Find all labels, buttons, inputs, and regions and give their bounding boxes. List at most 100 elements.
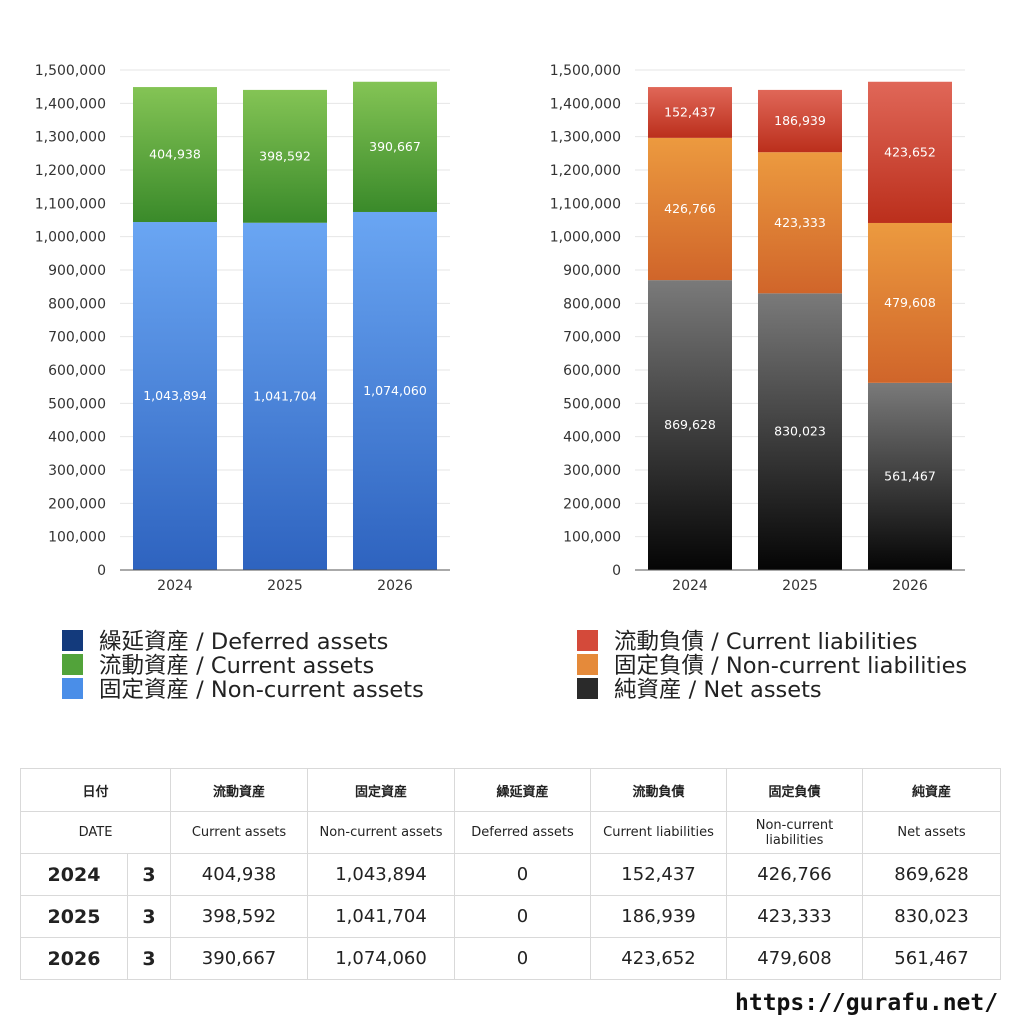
value-cell: 869,628 (862, 853, 1002, 896)
y-tick-label: 800,000 (48, 296, 106, 312)
bar-segment (648, 87, 732, 138)
y-tick-label: 1,200,000 (35, 163, 106, 179)
legend-item-net-assets: 純資産 / Net assets (577, 676, 967, 703)
legend-label: 流動負債 / Current liabilities (614, 629, 918, 655)
table-header-cell: 繰延資産 (454, 768, 592, 812)
value-cell: 1,041,704 (307, 895, 456, 938)
data-label: 561,467 (884, 468, 936, 483)
y-tick-label: 600,000 (48, 363, 106, 379)
liabilities-legend: 流動負債 / Current liabilities 固定負債 / Non-cu… (577, 628, 968, 703)
legend-label: 固定負債 / Non-current liabilities (614, 653, 968, 679)
legend-swatch (577, 653, 598, 675)
y-tick-label: 1,000,000 (550, 230, 621, 246)
x-tick-label: 2024 (157, 578, 193, 594)
x-tick-label: 2026 (892, 578, 928, 594)
y-tick-label: 1,200,000 (550, 163, 621, 179)
table-header-cell: 純資産 (862, 768, 1002, 812)
bar-segment (758, 152, 842, 294)
legend-swatch (577, 677, 598, 699)
y-tick-label: 1,100,000 (550, 196, 621, 212)
value-cell: 479,608 (726, 937, 864, 980)
bar-segment (133, 222, 217, 570)
y-tick-label: 100,000 (48, 530, 106, 546)
data-label: 398,592 (259, 148, 311, 163)
table-header-cell: Current liabilities (590, 811, 728, 854)
value-cell: 423,652 (590, 937, 728, 980)
y-tick-label: 1,400,000 (550, 96, 621, 112)
y-tick-label: 1,300,000 (550, 130, 621, 146)
data-label: 390,667 (369, 139, 421, 154)
data-label: 423,652 (884, 144, 936, 159)
liabilities-chart: 0 100,000 200,000 300,000 400,000 500,000 600,… (550, 63, 965, 594)
table-header-cell: Current assets (170, 811, 309, 854)
table-row: 2026 3 390,667 1,074,060 0 423,652 479,6… (20, 937, 1002, 980)
y-tick-label: 200,000 (48, 496, 106, 512)
value-cell: 404,938 (170, 853, 309, 896)
value-cell: 398,592 (170, 895, 309, 938)
data-label: 479,608 (884, 295, 936, 310)
x-tick-label: 2024 (672, 578, 708, 594)
legend-item-current-assets: 流動資産 / Current assets (62, 652, 424, 679)
value-cell: 1,074,060 (307, 937, 456, 980)
assets-chart: 0 100,000 200,000 300,000 400,000 500,000 600,… (35, 63, 450, 594)
source-url[interactable]: https://gurafu.net/ (735, 990, 999, 1016)
value-cell: 830,023 (862, 895, 1002, 938)
y-tick-label: 500,000 (563, 396, 621, 412)
bar-segment (133, 87, 217, 223)
year-cell: 2024 (20, 853, 128, 896)
y-tick-label: 1,500,000 (35, 63, 106, 79)
bar-segment (243, 89, 327, 223)
data-label: 1,043,894 (143, 388, 207, 403)
y-tick-label: 400,000 (48, 430, 106, 446)
table-header-cell: Deferred assets (454, 811, 592, 854)
value-cell: 1,043,894 (307, 853, 456, 896)
value-cell: 0 (454, 937, 592, 980)
bar-segment (648, 280, 732, 570)
table-header-cell: DATE (19, 811, 172, 854)
legend-label: 固定資産 / Non-current assets (99, 677, 424, 703)
y-tick-label: 100,000 (563, 530, 621, 546)
y-tick-label: 200,000 (563, 496, 621, 512)
table-header-cell: Net assets (862, 811, 1002, 854)
table-row: 2024 3 404,938 1,043,894 0 152,437 426,7… (20, 853, 1002, 896)
y-tick-label: 700,000 (563, 330, 621, 346)
legend-swatch (577, 629, 598, 651)
bar-segment (868, 382, 952, 570)
legend-label: 純資産 / Net assets (614, 677, 822, 703)
month-cell: 3 (126, 853, 172, 896)
x-tick-label: 2025 (267, 578, 303, 594)
bar-segment (353, 211, 437, 571)
bar-segment (243, 222, 327, 571)
data-label: 423,333 (774, 215, 826, 230)
legend-swatch (62, 629, 83, 651)
data-table: 日付 流動資産 固定資産 繰延資産 流動負債 固定負債 純資産 DATE Cur… (19, 768, 1002, 980)
bar-segment (353, 81, 437, 212)
table-header-cell: 流動資産 (170, 768, 309, 812)
bar-segment (758, 293, 842, 570)
data-label: 404,938 (149, 147, 201, 162)
bar-segment (868, 222, 952, 383)
value-cell: 423,333 (726, 895, 864, 938)
table-header-cell: 日付 (19, 768, 172, 812)
data-label: 426,766 (664, 201, 716, 216)
table-header-cell: 固定負債 (726, 768, 864, 812)
y-tick-label: 1,000,000 (35, 230, 106, 246)
y-tick-label: 1,100,000 (35, 196, 106, 212)
data-label: 152,437 (664, 104, 716, 119)
month-cell: 3 (126, 895, 172, 938)
y-tick-label: 700,000 (48, 330, 106, 346)
month-cell: 3 (126, 937, 172, 980)
year-cell: 2026 (20, 937, 128, 980)
bar-segment (758, 89, 842, 153)
assets-legend: 繰延資産 / Deferred assets 流動資産 / Current as… (62, 628, 424, 703)
legend-item-non-current-assets: 固定資産 / Non-current assets (62, 676, 424, 703)
table-header-cell: Non-current liabilities (726, 811, 864, 854)
legend-swatch (62, 677, 83, 699)
value-cell: 561,467 (862, 937, 1002, 980)
y-tick-label: 900,000 (48, 263, 106, 279)
y-tick-label: 600,000 (563, 363, 621, 379)
value-cell: 0 (454, 853, 592, 896)
table-header-en: DATE Current assets Non-current assets D… (19, 811, 1002, 854)
legend-label: 流動資産 / Current assets (99, 653, 375, 679)
y-tick-label: 1,300,000 (35, 130, 106, 146)
